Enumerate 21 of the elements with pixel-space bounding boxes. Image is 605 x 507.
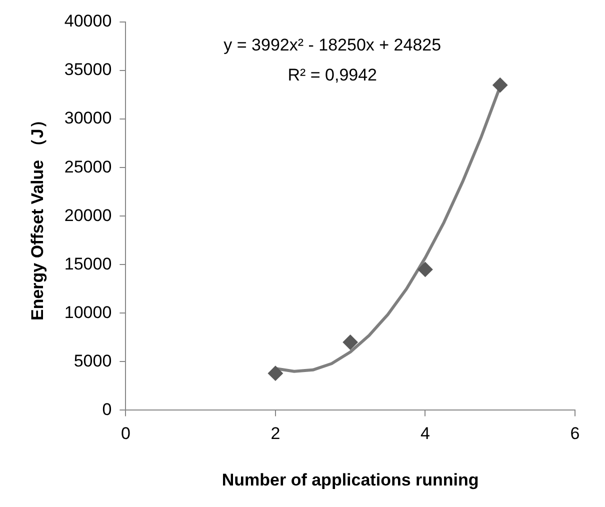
x-tick-label: 6 — [570, 424, 580, 444]
point — [492, 78, 508, 93]
y-tick-label: 20000 — [64, 206, 112, 225]
y-tick-label: 40000 — [64, 12, 112, 31]
y-tick-label: 25000 — [64, 157, 112, 176]
y-tick-label: 15000 — [64, 254, 112, 274]
point — [342, 334, 358, 350]
x-tick-label: 0 — [120, 424, 130, 444]
x-axis-title: Number of applications running — [222, 470, 479, 490]
x-tick-label: 4 — [420, 424, 430, 444]
y-tick-label: 10000 — [64, 302, 112, 322]
y-tick-label: 5000 — [74, 351, 112, 370]
point — [418, 262, 433, 277]
x-tick-label: 2 — [270, 424, 280, 444]
annotation: R² = 0,9942 — [288, 66, 378, 85]
y-axis-title: Energy Offset Value （J） — [28, 112, 47, 320]
y-tick-label: 0 — [102, 400, 112, 419]
annotation: y = 3992x² - 18250x + 24825 — [224, 36, 442, 55]
y-tick-label: 35000 — [64, 60, 112, 80]
y-tick-label: 30000 — [64, 108, 112, 128]
point — [268, 366, 283, 381]
